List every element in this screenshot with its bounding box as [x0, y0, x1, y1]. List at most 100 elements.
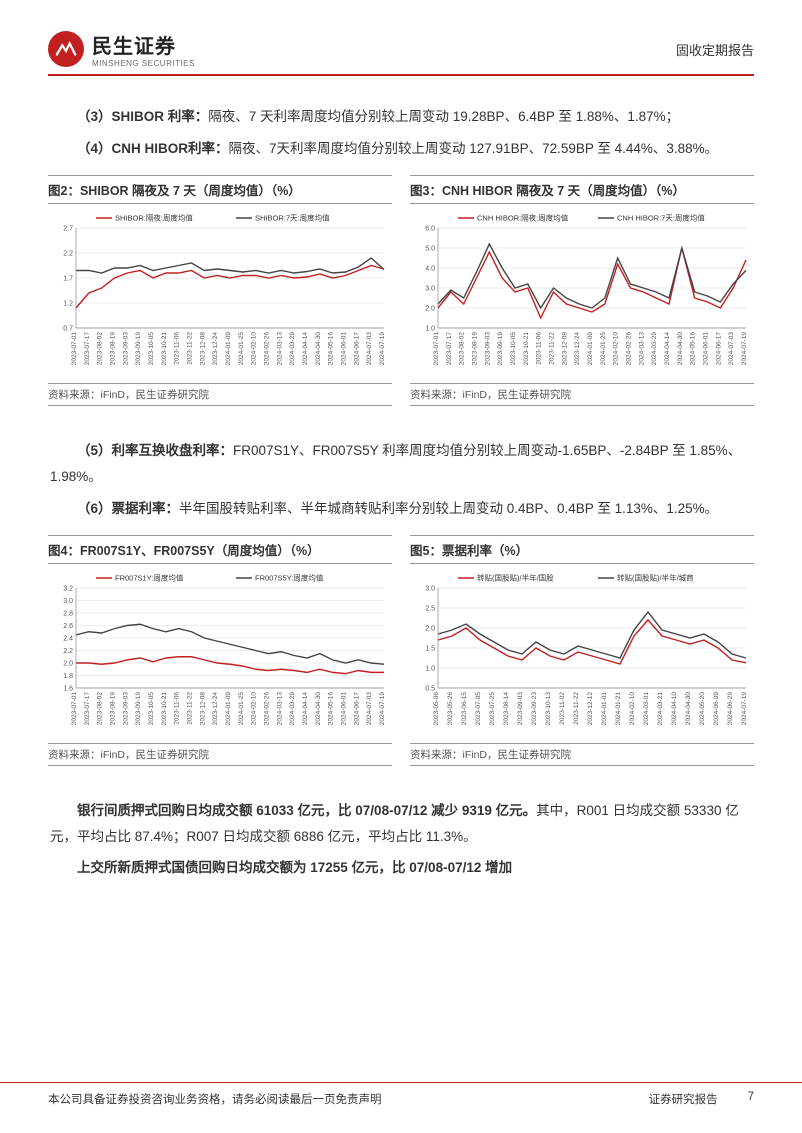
chart5-svg: 0.51.01.52.02.53.02023-05-062023-05-2620… [410, 568, 754, 738]
svg-text:2024-07-19: 2024-07-19 [741, 332, 748, 366]
svg-text:2024-07-19: 2024-07-19 [379, 332, 386, 366]
chart5-title: 图5：票据利率（%） [410, 535, 754, 564]
svg-text:2024-01-09: 2024-01-09 [225, 332, 232, 366]
svg-text:2024-06-17: 2024-06-17 [353, 692, 360, 726]
svg-text:2023-05-26: 2023-05-26 [447, 692, 454, 726]
svg-text:2024-03-29: 2024-03-29 [289, 332, 296, 366]
svg-text:2023-09-03: 2023-09-03 [517, 692, 524, 726]
svg-text:1.6: 1.6 [63, 686, 73, 693]
svg-text:2024-07-03: 2024-07-03 [366, 332, 373, 366]
chart-row-2: 图4：FR007S1Y、FR007S5Y（周度均值）（%） 1.61.82.02… [48, 535, 754, 766]
svg-text:1.5: 1.5 [425, 646, 435, 653]
svg-text:0.7: 0.7 [63, 326, 73, 333]
svg-text:2023-07-01: 2023-07-01 [71, 332, 78, 366]
logo-text-en: MINSHENG SECURITIES [92, 59, 195, 68]
chart2-source: 资料来源：iFinD，民生证券研究院 [48, 383, 392, 406]
svg-text:转贴(国股贴)/半年/国股: 转贴(国股贴)/半年/国股 [477, 573, 554, 583]
svg-text:2.7: 2.7 [63, 226, 73, 233]
svg-text:2023-08-19: 2023-08-19 [110, 332, 117, 366]
chart4-col: 图4：FR007S1Y、FR007S5Y（周度均值）（%） 1.61.82.02… [48, 535, 392, 766]
svg-text:2023-08-02: 2023-08-02 [97, 332, 104, 366]
svg-text:2024-06-01: 2024-06-01 [341, 692, 348, 726]
svg-text:2023-12-08: 2023-12-08 [199, 332, 206, 366]
svg-text:2023-09-19: 2023-09-19 [135, 692, 142, 726]
chart3-svg: 1.02.03.04.05.06.02023-07-012023-07-1720… [410, 208, 754, 378]
chart2-title: 图2：SHIBOR 隔夜及 7 天（周度均值）（%） [48, 175, 392, 204]
svg-text:2023-07-17: 2023-07-17 [446, 332, 453, 366]
chart4-source: 资料来源：iFinD，民生证券研究院 [48, 743, 392, 766]
para-bill: （6）票据利率：半年国股转贴利率、半年城商转贴利率分别较上周变动 0.4BP、0… [48, 496, 754, 522]
para-shibor-label: （3）SHIBOR 利率： [77, 109, 208, 124]
svg-text:2023-10-05: 2023-10-05 [148, 692, 155, 726]
svg-text:2024-06-17: 2024-06-17 [353, 332, 360, 366]
svg-text:2024-01-09: 2024-01-09 [225, 692, 232, 726]
svg-text:2024-02-26: 2024-02-26 [626, 332, 633, 366]
svg-text:2023-05-06: 2023-05-06 [433, 692, 440, 726]
para-shibor: （3）SHIBOR 利率：隔夜、7 天利率周度均值分别较上周变动 19.28BP… [48, 104, 754, 130]
svg-text:2024-07-19: 2024-07-19 [379, 692, 386, 726]
svg-text:3.0: 3.0 [63, 598, 73, 605]
svg-text:2024-02-10: 2024-02-10 [629, 692, 636, 726]
svg-text:1.0: 1.0 [425, 326, 435, 333]
svg-text:2024-05-16: 2024-05-16 [690, 332, 697, 366]
para-bill-text: 半年国股转贴利率、半年城商转贴利率分别较上周变动 0.4BP、0.4BP 至 1… [179, 501, 718, 516]
svg-text:2023-08-19: 2023-08-19 [110, 692, 117, 726]
svg-text:3.0: 3.0 [425, 586, 435, 593]
svg-text:2023-10-05: 2023-10-05 [510, 332, 517, 366]
para-shibor-text: 隔夜、7 天利率周度均值分别较上周变动 19.28BP、6.4BP 至 1.88… [208, 109, 679, 124]
chart4-svg: 1.61.82.02.22.42.62.83.03.22023-07-01202… [48, 568, 392, 738]
svg-text:2023-09-23: 2023-09-23 [531, 692, 538, 726]
svg-text:4.0: 4.0 [425, 266, 435, 273]
svg-text:1.8: 1.8 [63, 673, 73, 680]
para-cnh-label: （4）CNH HIBOR利率： [77, 141, 229, 156]
svg-text:2024-03-13: 2024-03-13 [638, 332, 645, 366]
svg-text:2023-12-08: 2023-12-08 [561, 332, 568, 366]
svg-text:2023-10-21: 2023-10-21 [161, 692, 168, 726]
svg-text:2023-12-24: 2023-12-24 [212, 692, 219, 726]
svg-text:2024-04-30: 2024-04-30 [315, 692, 322, 726]
report-type: 固收定期报告 [676, 40, 754, 59]
svg-text:2024-06-29: 2024-06-29 [727, 692, 734, 726]
svg-text:2.0: 2.0 [425, 306, 435, 313]
svg-text:2024-03-29: 2024-03-29 [651, 332, 658, 366]
svg-text:2024-04-30: 2024-04-30 [677, 332, 684, 366]
svg-text:2024-04-14: 2024-04-14 [302, 332, 309, 366]
svg-text:2024-03-21: 2024-03-21 [657, 692, 664, 726]
svg-text:3.2: 3.2 [63, 586, 73, 593]
svg-text:2023-07-05: 2023-07-05 [475, 692, 482, 726]
chart3-title: 图3：CNH HIBOR 隔夜及 7 天（周度均值）（%） [410, 175, 754, 204]
svg-text:2.2: 2.2 [63, 251, 73, 258]
svg-text:CNH HIBOR:7天:周度均值: CNH HIBOR:7天:周度均值 [617, 213, 705, 223]
svg-text:2023-12-24: 2023-12-24 [574, 332, 581, 366]
svg-text:2.8: 2.8 [63, 611, 73, 618]
footer-report-label: 证券研究报告 [649, 1091, 718, 1107]
svg-text:2023-07-01: 2023-07-01 [71, 692, 78, 726]
svg-text:2023-10-13: 2023-10-13 [545, 692, 552, 726]
svg-text:6.0: 6.0 [425, 226, 435, 233]
svg-text:2023-12-08: 2023-12-08 [199, 692, 206, 726]
svg-text:2024-01-01: 2024-01-01 [601, 692, 608, 726]
para-cnh-text: 隔夜、7天利率周度均值分别较上周变动 127.91BP、72.59BP 至 4.… [229, 141, 719, 156]
svg-text:2024-03-13: 2024-03-13 [276, 692, 283, 726]
svg-text:2023-09-03: 2023-09-03 [122, 692, 129, 726]
svg-text:2023-09-03: 2023-09-03 [122, 332, 129, 366]
svg-text:2024-06-09: 2024-06-09 [713, 692, 720, 726]
svg-text:2.6: 2.6 [63, 623, 73, 630]
logo: 民生证券 MINSHENG SECURITIES [48, 30, 195, 68]
svg-text:2024-07-03: 2024-07-03 [366, 692, 373, 726]
svg-text:2023-09-19: 2023-09-19 [135, 332, 142, 366]
svg-text:转贴(国股贴)/半年/城商: 转贴(国股贴)/半年/城商 [617, 573, 694, 583]
svg-text:2024-02-10: 2024-02-10 [613, 332, 620, 366]
svg-text:2.0: 2.0 [425, 626, 435, 633]
para-sse-bold: 上交所新质押式国债回购日均成交额为 17255 亿元，比 07/08-07/12… [77, 860, 512, 875]
svg-text:2024-04-10: 2024-04-10 [671, 692, 678, 726]
chart5-col: 图5：票据利率（%） 0.51.01.52.02.53.02023-05-062… [410, 535, 754, 766]
chart-row-1: 图2：SHIBOR 隔夜及 7 天（周度均值）（%） 0.71.21.72.22… [48, 175, 754, 406]
chart2-svg: 0.71.21.72.22.72023-07-012023-07-172023-… [48, 208, 392, 378]
svg-text:2024-01-09: 2024-01-09 [587, 332, 594, 366]
svg-text:2023-09-03: 2023-09-03 [484, 332, 491, 366]
chart2-col: 图2：SHIBOR 隔夜及 7 天（周度均值）（%） 0.71.21.72.22… [48, 175, 392, 406]
svg-text:2024-05-20: 2024-05-20 [699, 692, 706, 726]
svg-text:CNH HIBOR:隔夜:周度均值: CNH HIBOR:隔夜:周度均值 [477, 213, 569, 223]
svg-text:2024-04-14: 2024-04-14 [302, 692, 309, 726]
